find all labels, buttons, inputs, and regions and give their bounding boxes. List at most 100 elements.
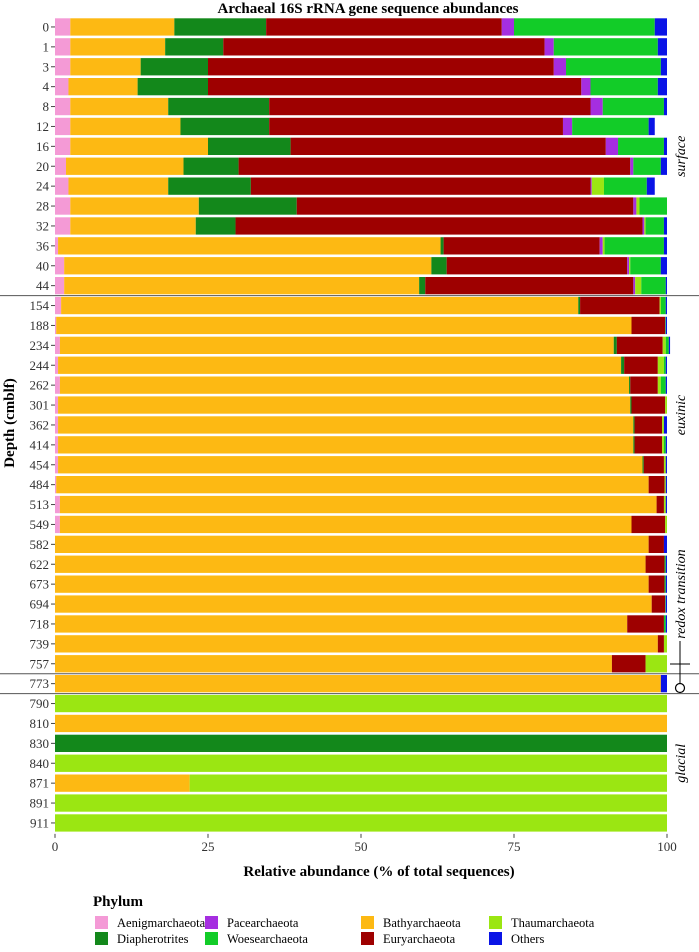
legend-item: Others: [489, 932, 544, 946]
bar-segment: [70, 117, 181, 136]
bar-segment: [621, 356, 625, 374]
legend-label: Bathyarchaeota: [383, 916, 461, 930]
bar-segment: [654, 18, 667, 36]
bar-segment: [618, 137, 664, 155]
bar-segment: [55, 476, 57, 494]
bar-segment: [269, 97, 591, 116]
y-axis: 0 1 3 4 8 12 16 20 24 28 32 36 40 44 154 188 234 244 262 30…: [30, 19, 55, 830]
bar-segment: [55, 416, 59, 434]
bar-segment: [644, 217, 646, 235]
bar-segment: [639, 197, 667, 215]
bar-segment: [55, 794, 667, 812]
bar-segment: [643, 456, 664, 474]
bar-segment: [590, 97, 603, 116]
legend-swatch: [361, 932, 374, 945]
bar-segment: [443, 237, 600, 255]
y-tick-label: 414: [30, 437, 50, 452]
x-axis-label: Relative abundance (% of total sequences…: [243, 864, 514, 880]
bar-segment: [55, 396, 59, 414]
y-tick-label: 871: [30, 776, 50, 791]
bar-segment: [70, 38, 166, 56]
zone-labels: surface euxinic redox transition glacial: [0, 136, 699, 783]
bar-segment: [630, 376, 658, 394]
y-tick-label: 694: [30, 597, 50, 612]
y-tick-label: 739: [30, 636, 50, 651]
bar-segment: [296, 197, 634, 215]
bar-segment: [660, 257, 667, 275]
bar-segment: [633, 436, 635, 454]
bar-segment: [663, 495, 666, 514]
legend-label: Aenigmarchaeota: [117, 916, 206, 930]
bar-segment: [55, 38, 71, 56]
bar-segment: [657, 376, 661, 394]
bar-segment: [431, 257, 447, 275]
bar-segment: [55, 316, 57, 335]
bar-segment: [616, 336, 663, 354]
bar-segment: [591, 177, 604, 195]
legend-item: Aenigmarchaeota: [95, 916, 206, 930]
bar-segment: [665, 595, 667, 613]
legend-swatch: [205, 932, 218, 945]
bar-segment: [572, 117, 649, 136]
y-tick-label: 718: [30, 616, 50, 631]
bar-segment: [580, 296, 660, 315]
bar-segment: [64, 277, 420, 295]
bar-segment: [633, 277, 636, 295]
bar-segment: [645, 555, 665, 573]
y-tick-label: 673: [30, 577, 50, 592]
legend-item: Bathyarchaeota: [361, 916, 461, 930]
bar-segment: [68, 177, 169, 195]
bar-segment: [165, 38, 224, 56]
bar-segment: [70, 18, 175, 36]
bar-segment: [590, 78, 658, 96]
bar-segment: [663, 535, 667, 553]
bar-segment: [208, 78, 582, 96]
bar-segment: [665, 555, 667, 573]
bar-segment: [446, 257, 628, 275]
y-tick-label: 4: [43, 79, 50, 94]
bar-segment: [55, 277, 65, 295]
bar-segment: [602, 97, 664, 116]
bar-segment: [55, 376, 60, 394]
bar-segment: [665, 476, 667, 494]
bar-segment: [663, 356, 666, 374]
bar-segment: [140, 58, 208, 76]
bar-segment: [662, 336, 666, 354]
bar-segment: [58, 416, 634, 434]
y-tick-label: 12: [36, 119, 49, 134]
bar-segment: [208, 137, 291, 155]
y-tick-label: 790: [30, 696, 50, 711]
bar-segment: [59, 336, 614, 354]
bar-segment: [663, 615, 666, 633]
bar-segment: [634, 436, 663, 454]
bar-segment: [648, 535, 664, 553]
bar-segment: [208, 58, 554, 76]
legend-swatch: [489, 932, 502, 945]
zone-label: glacial: [674, 744, 689, 783]
bar-segment: [290, 137, 606, 155]
bar-segment: [624, 356, 658, 374]
y-tick-label: 154: [30, 298, 50, 313]
y-tick-label: 0: [43, 19, 50, 34]
bar-segment: [599, 237, 603, 255]
y-tick-label: 24: [36, 179, 50, 194]
bar-segment: [55, 495, 60, 514]
bar-segment: [633, 197, 637, 215]
bar-segment: [70, 58, 141, 76]
bar-segment: [55, 137, 71, 155]
y-tick-label: 484: [30, 477, 50, 492]
bar-segment: [544, 38, 554, 56]
zone-label: redox transition: [674, 549, 689, 638]
bar-segment: [56, 476, 649, 494]
bar-segment: [514, 18, 655, 36]
bar-segment: [174, 18, 267, 36]
x-tick-label: 0: [52, 839, 59, 854]
bar-segment: [659, 296, 661, 315]
bar-segment: [660, 58, 667, 76]
bar-segment: [562, 117, 573, 136]
legend-swatch: [489, 916, 502, 929]
bar-segment: [664, 555, 666, 573]
legend-swatch: [95, 932, 108, 945]
bar-segment: [631, 515, 666, 534]
bar-segment: [70, 217, 196, 235]
